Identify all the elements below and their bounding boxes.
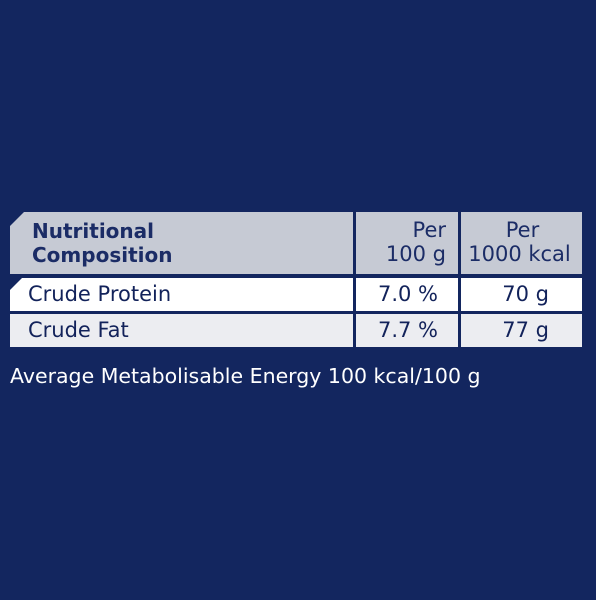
header-composition-line2: Composition	[32, 243, 173, 267]
nutrient-name: Crude Fat	[10, 314, 353, 347]
header-per-1000kcal: Per 1000 kcal	[461, 212, 582, 274]
header-composition-line1: Nutritional	[32, 219, 155, 243]
table-row: Crude Protein 7.0 % 70 g	[10, 278, 582, 311]
nutrient-per-100g: 7.0 %	[356, 278, 458, 311]
header-composition: Nutritional Composition	[10, 212, 353, 274]
nutrient-name: Crude Protein	[10, 278, 353, 311]
table-row: Crude Fat 7.7 % 77 g	[10, 314, 582, 347]
header-per-100g: Per 100 g	[356, 212, 458, 274]
header-per-100g-line1: Per	[412, 218, 446, 242]
table-header-row: Nutritional Composition Per 100 g Per 10…	[10, 212, 582, 274]
nutrient-per-1000kcal: 70 g	[461, 278, 582, 311]
nutrient-per-100g: 7.7 %	[356, 314, 458, 347]
nutrition-table: Nutritional Composition Per 100 g Per 10…	[10, 212, 582, 347]
nutrient-per-1000kcal: 77 g	[461, 314, 582, 347]
header-per-100g-line2: 100 g	[385, 242, 446, 266]
header-per-1000kcal-line1: Per	[505, 218, 540, 242]
header-per-1000kcal-line2: 1000 kcal	[468, 242, 571, 266]
energy-footnote: Average Metabolisable Energy 100 kcal/10…	[10, 364, 481, 388]
